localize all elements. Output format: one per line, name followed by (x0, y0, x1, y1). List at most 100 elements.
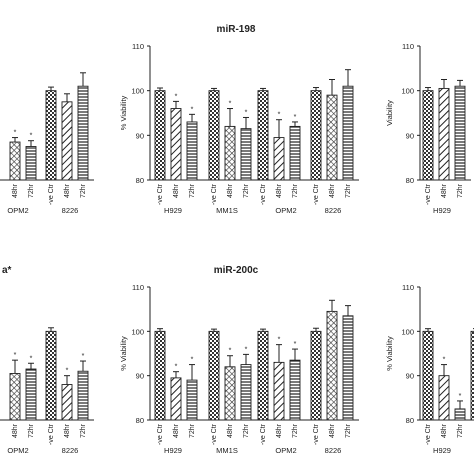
y-tick-label: 90 (406, 131, 414, 140)
significance-marker: * (245, 109, 248, 116)
x-tick-label: -ve Ctr (425, 423, 432, 445)
x-tick-label: -ve Ctr (157, 423, 164, 445)
x-tick-label: 72hr (243, 183, 250, 198)
x-tick-label: 48hr (64, 183, 71, 198)
significance-marker: * (191, 357, 194, 364)
bar (224, 125, 236, 181)
x-tick-label: 72hr (80, 423, 87, 438)
bar (310, 330, 322, 421)
x-tick-label: -ve Ctr (211, 183, 218, 205)
y-tick-label: 80 (406, 176, 414, 185)
y-axis-label: % Viability (119, 96, 128, 131)
bar (9, 373, 21, 421)
x-tick-label: -ve Ctr (260, 183, 267, 205)
bar (438, 375, 450, 421)
x-tick-label: -ve Ctr (313, 183, 320, 205)
x-tick-label: 48hr (329, 183, 336, 198)
group-label: H929 (164, 446, 182, 455)
charts-root: * 48hr * 72hr -ve Ctr 48hr 72hr OPM2 8226 miR-198… (0, 24, 474, 455)
x-tick-label: -ve Ctr (425, 183, 432, 205)
chart-title: miR-200c (214, 265, 259, 276)
x-tick-label: 72hr (345, 183, 352, 198)
bar (170, 377, 182, 421)
bar (289, 125, 301, 181)
x-tick-label: -ve Ctr (48, 423, 55, 445)
y-axis-label: Viability (385, 100, 394, 126)
chart-panel-6: 80 90 100 110 % Viability -ve Ctr * 48hr * 72hr H9… (385, 283, 474, 455)
group-label: MM1S (216, 446, 238, 455)
x-tick-label: 72hr (457, 423, 464, 438)
bar (61, 384, 73, 421)
group-label: 8226 (62, 446, 79, 455)
bar (310, 90, 322, 181)
y-tick-label: 110 (402, 42, 414, 51)
x-tick-label: 48hr (173, 423, 180, 438)
bar (454, 85, 466, 181)
x-tick-label: 72hr (243, 423, 250, 438)
x-tick-label: -ve Ctr (48, 183, 55, 205)
group-label: OPM2 (7, 206, 28, 215)
y-tick-label: 80 (406, 416, 414, 425)
group-label: 8226 (62, 206, 79, 215)
bar (257, 90, 269, 181)
chart-title: miR-198 (217, 24, 256, 35)
y-tick-label: 110 (402, 283, 414, 292)
group-label: 8226 (325, 446, 342, 455)
significance-marker: * (245, 346, 248, 353)
x-tick-label: 48hr (441, 423, 448, 438)
bar (9, 141, 21, 181)
x-tick-label: 72hr (189, 183, 196, 198)
x-tick-label: 72hr (292, 183, 299, 198)
x-tick-label: 48hr (329, 423, 336, 438)
y-tick-label: 110 (132, 42, 144, 51)
x-tick-label: 48hr (276, 183, 283, 198)
bar (342, 315, 354, 421)
chart-panel-5: miR-200c 80 90 100 110 % Viability -ve Ctr * 48h… (119, 265, 359, 455)
significance-marker: * (278, 337, 281, 344)
x-tick-label: 72hr (80, 183, 87, 198)
chart-panel-3: 80 90 100 110 Viability -ve Ctr 48hr 72hr H929 (385, 42, 471, 215)
bar (208, 90, 220, 181)
x-tick-label: 48hr (227, 423, 234, 438)
group-label: 8226 (325, 206, 342, 215)
bar (25, 368, 37, 421)
x-tick-label: 72hr (345, 423, 352, 438)
group-label: OPM2 (275, 446, 296, 455)
bar (326, 94, 338, 181)
x-tick-label: 72hr (189, 423, 196, 438)
chart-title: a* (2, 265, 12, 276)
significance-marker: * (191, 106, 194, 113)
significance-marker: * (229, 101, 232, 108)
y-axis-label: % Viability (119, 336, 128, 371)
x-tick-label: 48hr (441, 183, 448, 198)
y-tick-label: 90 (136, 372, 144, 381)
significance-marker: * (278, 112, 281, 119)
y-tick-label: 110 (132, 283, 144, 292)
chart-panel-1: * 48hr * 72hr -ve Ctr 48hr 72hr OPM2 8226 (0, 72, 94, 215)
x-tick-label: 48hr (12, 423, 19, 438)
y-tick-label: 100 (401, 327, 414, 336)
bar (289, 359, 301, 421)
x-tick-label: 72hr (457, 183, 464, 198)
significance-marker: * (66, 368, 69, 375)
bar (77, 85, 89, 181)
x-tick-label: 72hr (28, 423, 35, 438)
x-tick-label: -ve Ctr (260, 423, 267, 445)
bar (454, 408, 466, 421)
significance-marker: * (294, 114, 297, 121)
significance-marker: * (175, 93, 178, 100)
bar (422, 90, 434, 181)
bar (326, 310, 338, 421)
significance-marker: * (14, 352, 17, 359)
group-label: OPM2 (275, 206, 296, 215)
x-tick-label: 72hr (292, 423, 299, 438)
bar (240, 364, 252, 421)
significance-marker: * (30, 355, 33, 362)
group-label: H929 (433, 446, 451, 455)
bar (273, 137, 285, 181)
x-tick-label: 48hr (12, 183, 19, 198)
bar (438, 87, 450, 181)
y-axis-label: % Viability (385, 336, 394, 371)
y-tick-label: 100 (401, 87, 414, 96)
